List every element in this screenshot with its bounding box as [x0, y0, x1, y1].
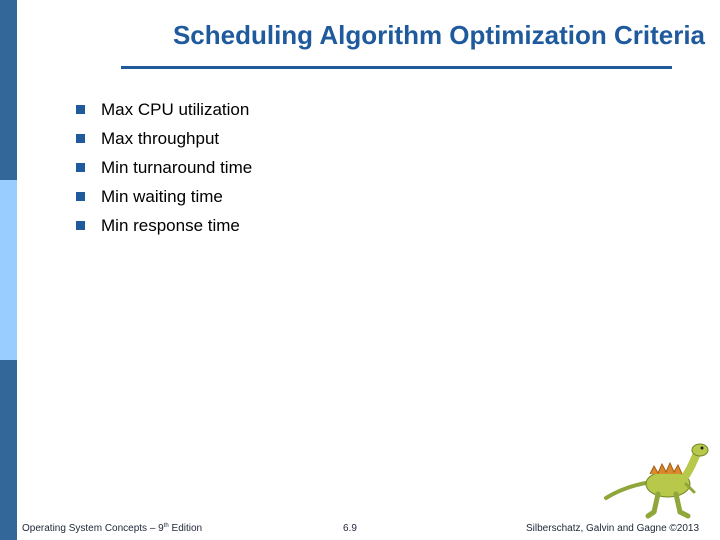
bullet-text: Min turnaround time — [101, 157, 253, 177]
footer-book-title: Operating System Concepts – 9th Edition — [22, 523, 203, 534]
footer-page-number: 6.9 — [343, 523, 357, 534]
bullet-text: Max throughput — [101, 128, 220, 148]
bullet-text: Max CPU utilization — [101, 99, 250, 119]
bullet-item: Max throughput — [76, 124, 252, 153]
bullet-text: Min waiting time — [101, 186, 223, 206]
square-bullet-icon — [76, 163, 85, 172]
square-bullet-icon — [76, 134, 85, 143]
dinosaur-icon — [604, 443, 709, 519]
bullet-item: Min response time — [76, 211, 252, 240]
square-bullet-icon — [76, 221, 85, 230]
slide-title: Scheduling Algorithm Optimization Criter… — [172, 20, 705, 50]
sidebar-band-middle — [0, 180, 17, 360]
footer-copyright: Silberschatz, Galvin and Gagne ©2013 — [526, 523, 700, 534]
bullet-item: Min waiting time — [76, 182, 252, 211]
bullet-item: Min turnaround time — [76, 153, 252, 182]
title-underline — [121, 66, 672, 69]
square-bullet-icon — [76, 105, 85, 114]
sidebar-band-top — [0, 0, 17, 180]
square-bullet-icon — [76, 192, 85, 201]
bullet-text: Min response time — [101, 215, 240, 235]
sidebar-band-bottom — [0, 360, 17, 540]
bullet-item: Max CPU utilization — [76, 95, 252, 124]
bullet-list: Max CPU utilization Max throughput Min t… — [76, 95, 252, 240]
